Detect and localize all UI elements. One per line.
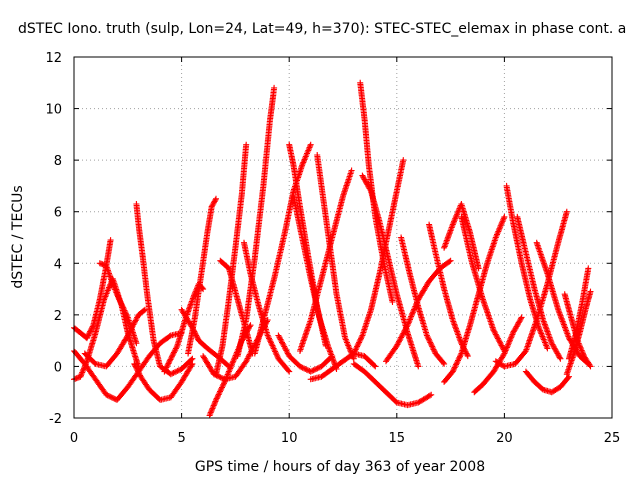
series-arc-28 xyxy=(398,234,448,367)
series-markers xyxy=(441,213,508,385)
series-markers xyxy=(566,265,592,362)
series-markers xyxy=(398,234,448,367)
series-arc-41 xyxy=(566,265,592,362)
series-arc-42 xyxy=(563,288,594,378)
series-markers xyxy=(96,260,140,347)
x-axis-label: GPS time / hours of day 363 of year 2008 xyxy=(195,459,485,475)
series-arc-15 xyxy=(234,84,278,360)
series-markers xyxy=(522,368,572,396)
series-arc-10 xyxy=(185,195,219,357)
series-markers xyxy=(251,141,314,357)
y-axis-label: dSTEC / TECUs xyxy=(10,185,26,288)
x-tick-label: 20 xyxy=(496,431,513,446)
series-arc-37 xyxy=(514,213,564,362)
series-arc-31 xyxy=(441,213,508,385)
series-markers xyxy=(178,306,232,370)
series-markers xyxy=(290,193,340,372)
chart-title: dSTEC Iono. truth (sulp, Lon=24, Lat=49,… xyxy=(18,21,626,37)
y-tick-label: 12 xyxy=(45,51,62,66)
series-arc-38 xyxy=(522,368,572,396)
series-arc-33 xyxy=(471,314,525,396)
series-arc-39 xyxy=(533,239,592,367)
y-tick-label: 6 xyxy=(54,206,62,221)
series-arc-20 xyxy=(275,332,336,375)
y-tick-label: 4 xyxy=(54,257,62,272)
series-arc-32 xyxy=(441,201,482,272)
x-tick-label: 5 xyxy=(177,431,185,446)
series-markers xyxy=(503,182,551,352)
y-tick-label: 2 xyxy=(54,309,62,324)
y-tick-label: 0 xyxy=(54,360,62,375)
series-arc-5 xyxy=(96,260,140,347)
series-arc-16 xyxy=(241,239,293,375)
series-arc-4 xyxy=(81,306,148,370)
series-markers xyxy=(241,239,293,375)
series-arc-30 xyxy=(426,221,471,360)
axis-ticks: 0 5 10 15 20 25 -2 0 2 4 6 8 10 12 xyxy=(45,51,620,446)
series-markers xyxy=(350,157,407,357)
series-arc-19 xyxy=(290,193,340,372)
series-arc-17 xyxy=(251,141,314,357)
series-markers xyxy=(458,213,508,354)
series-arc-9 xyxy=(178,306,232,370)
series-markers xyxy=(533,239,592,367)
plot-frame xyxy=(73,56,613,419)
series-markers xyxy=(359,172,422,370)
series-markers xyxy=(471,314,525,396)
series-arc-6 xyxy=(133,201,196,378)
x-tick-label: 0 xyxy=(70,431,78,446)
series-markers xyxy=(350,360,435,409)
series-markers xyxy=(133,201,196,378)
series-markers xyxy=(441,201,482,272)
x-tick-label: 25 xyxy=(604,431,621,446)
series-arc-27 xyxy=(350,360,435,409)
series-arc-34 xyxy=(458,213,508,354)
series-markers xyxy=(275,332,336,375)
series-arc-7 xyxy=(131,360,196,403)
series-markers xyxy=(234,84,278,360)
series-markers xyxy=(314,152,357,362)
series-markers xyxy=(81,306,148,370)
x-tick-label: 15 xyxy=(389,431,406,446)
y-tick-label: -2 xyxy=(49,412,62,427)
series-arc-26 xyxy=(359,172,422,370)
series-arc-35 xyxy=(503,182,551,352)
x-tick-label: 10 xyxy=(281,431,298,446)
series-markers xyxy=(185,195,219,357)
series-markers xyxy=(426,221,471,360)
y-tick-label: 8 xyxy=(54,154,62,169)
data-points xyxy=(71,79,594,419)
series-markers xyxy=(514,213,564,362)
series-markers xyxy=(131,360,196,403)
y-tick-label: 10 xyxy=(45,103,62,118)
series-markers xyxy=(563,288,594,378)
series-arc-25 xyxy=(350,157,407,357)
series-arc-22 xyxy=(314,152,357,362)
